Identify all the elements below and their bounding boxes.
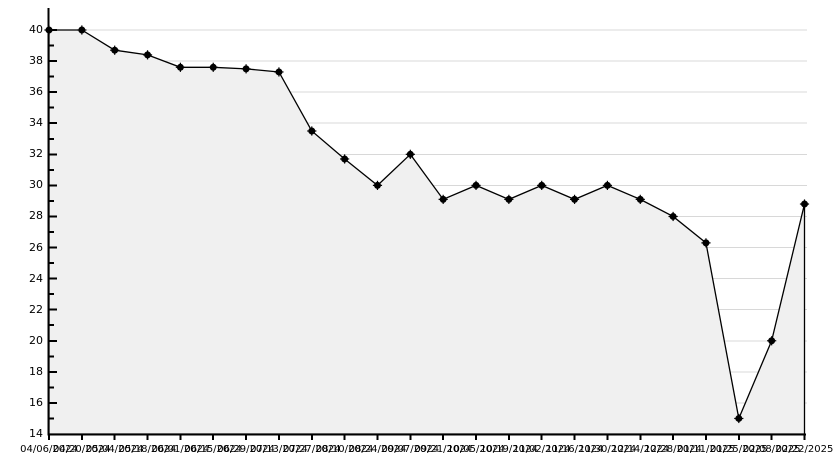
x-axis-tick-label: 05/04/2024 bbox=[85, 444, 144, 455]
data-point-marker bbox=[275, 68, 283, 76]
y-axis-tick-label: 40 bbox=[29, 23, 43, 36]
x-axis-tick-label: 10/05/2024 bbox=[447, 444, 505, 455]
data-point-marker bbox=[111, 46, 119, 54]
data-point-marker bbox=[636, 195, 644, 203]
x-axis-tick-label: 07/27/2024 bbox=[282, 444, 341, 455]
x-axis-tick-label: 09/07/2024 bbox=[381, 444, 440, 455]
x-axis-tick-label: 11/30/2024 bbox=[578, 444, 637, 455]
data-point-marker bbox=[176, 63, 184, 71]
data-point-marker bbox=[439, 195, 447, 203]
data-point-marker bbox=[209, 63, 217, 71]
y-axis-tick-label: 24 bbox=[29, 271, 43, 285]
y-axis-tick-label: 34 bbox=[29, 116, 43, 130]
data-point-marker bbox=[341, 155, 349, 163]
x-axis-tick-label: 09/21/2024 bbox=[414, 444, 473, 455]
x-axis-tick-label: 08/10/2024 bbox=[315, 444, 374, 455]
data-point-marker bbox=[242, 65, 250, 73]
y-axis-tick-label: 32 bbox=[29, 147, 43, 161]
x-axis-tick-label: 02/22/2025 bbox=[775, 444, 834, 455]
data-point-marker bbox=[669, 212, 677, 220]
data-point-marker bbox=[801, 200, 808, 208]
y-axis-tick-label: 14 bbox=[29, 427, 43, 440]
data-point-marker bbox=[571, 195, 579, 203]
x-axis-tick-label: 11/02/2024 bbox=[512, 444, 571, 455]
x-axis-tick-label: 02/08/2025 bbox=[742, 444, 801, 455]
x-axis-tick-label: 12/14/2024 bbox=[611, 444, 670, 455]
y-axis-tick-label: 18 bbox=[29, 364, 43, 378]
data-point-marker bbox=[308, 127, 316, 135]
data-point-marker bbox=[144, 51, 152, 59]
y-axis-tick-label: 36 bbox=[29, 85, 43, 99]
x-axis-tick-label: 11/16/2024 bbox=[545, 444, 604, 455]
data-point-marker bbox=[406, 150, 414, 158]
y-axis-tick-label: 28 bbox=[29, 209, 43, 223]
x-axis-tick-label: 06/01/2024 bbox=[151, 444, 210, 455]
x-axis-tick-label: 01/25/2025 bbox=[709, 444, 768, 455]
x-axis-tick-label: 04/20/2024 bbox=[52, 444, 111, 455]
x-axis-tick-label: 08/24/2024 bbox=[348, 444, 407, 455]
y-axis-tick-label: 30 bbox=[29, 178, 43, 192]
data-point-marker bbox=[603, 181, 611, 189]
x-axis-tick-label: 04/06/2024 bbox=[20, 444, 78, 455]
x-axis-tick-label: 05/18/2024 bbox=[118, 444, 177, 455]
data-point-marker bbox=[472, 181, 480, 189]
x-axis-tick-label: 06/15/2024 bbox=[184, 444, 243, 455]
series-area bbox=[48, 29, 806, 435]
data-point-marker bbox=[702, 239, 710, 247]
data-point-marker bbox=[735, 414, 743, 422]
data-point-marker bbox=[505, 195, 513, 203]
data-point-marker bbox=[538, 181, 546, 189]
y-axis-tick-label: 26 bbox=[29, 240, 43, 254]
data-point-marker bbox=[768, 337, 776, 345]
data-point-marker bbox=[78, 26, 86, 34]
x-axis-tick-label: 12/28/2024 bbox=[644, 444, 702, 455]
x-axis-tick-label: 01/11/2025 bbox=[677, 444, 735, 455]
x-axis-tick-label: 10/19/2024 bbox=[480, 444, 538, 455]
y-axis-tick-label: 20 bbox=[29, 333, 43, 347]
y-axis-tick-label: 16 bbox=[29, 395, 43, 409]
data-point-marker bbox=[373, 181, 381, 189]
y-axis-tick-label: 38 bbox=[29, 54, 43, 68]
data-point-marker bbox=[45, 26, 53, 34]
x-axis-tick-label: 06/29/2024 bbox=[217, 444, 275, 455]
x-axis-tick-label: 07/13/2024 bbox=[250, 444, 308, 455]
y-axis-tick-label: 22 bbox=[29, 302, 43, 316]
